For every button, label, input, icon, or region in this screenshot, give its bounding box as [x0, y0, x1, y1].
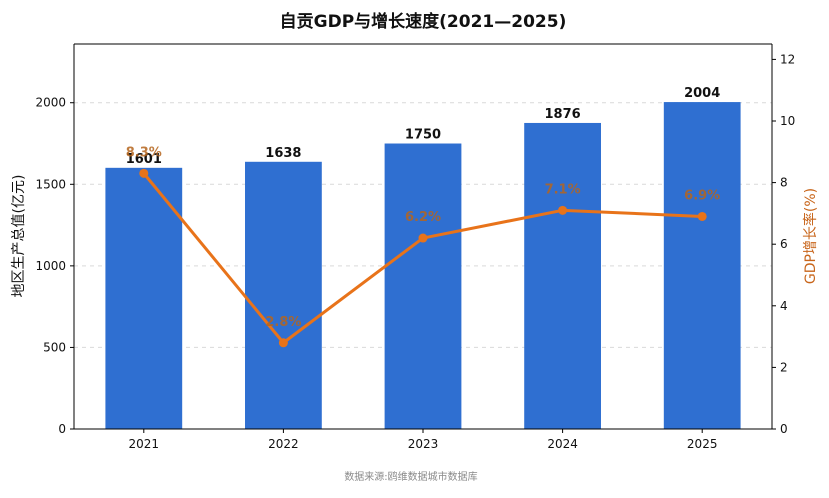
growth-value-label: 6.2%: [405, 210, 441, 225]
bar-value-label: 2004: [684, 86, 720, 101]
axes: 0 500 1000 1500 2000 0 2 4 6 8 10 12 2021 2022 2023 202…: [35, 43, 795, 451]
y2-tick-label: 0: [780, 422, 788, 436]
y2-tick-label: 10: [780, 114, 795, 128]
bar-value-label: 1601: [126, 152, 162, 167]
bar-2024: [524, 122, 601, 429]
y2-axis-label: GDP增长率(%): [802, 188, 819, 284]
growth-value-label: 7.1%: [545, 182, 581, 197]
y-tick-label: 1000: [35, 259, 66, 273]
growth-point-2022: [278, 338, 288, 348]
x-tick-label: 2023: [408, 437, 439, 451]
y-tick-label: 1500: [35, 177, 66, 191]
bar-2021: [105, 167, 183, 429]
bar-value-label: 1876: [545, 107, 581, 122]
y2-tick-label: 8: [780, 176, 788, 190]
source-note: 数据来源:鸥维数据城市数据库: [344, 470, 477, 483]
line-series: [139, 168, 707, 348]
y2-tick-label: 12: [780, 52, 795, 66]
growth-point-2023: [418, 233, 428, 243]
y2-tick-label: 6: [780, 237, 788, 251]
growth-value-label: 8.3%: [126, 145, 162, 160]
growth-value-label: 6.9%: [684, 188, 720, 203]
y-axis-label: 地区生产总值(亿元): [11, 175, 27, 298]
bar-2025: [663, 102, 741, 430]
data-labels: 1601 1638 1750 1876 2004 8.3% 2.8% 6.2% 7.1% 6.9%: [126, 86, 721, 330]
growth-point-2021: [139, 168, 149, 178]
x-tick-label: 2024: [547, 437, 578, 451]
x-tick-label: 2025: [687, 437, 718, 451]
chart-title: 自贡GDP与增长速度(2021—2025): [280, 11, 567, 32]
y2-tick-label: 2: [780, 360, 788, 374]
growth-point-2025: [697, 211, 707, 221]
bar-2023: [384, 143, 462, 430]
y-tick-label: 0: [58, 422, 66, 436]
bar-value-label: 1638: [265, 146, 301, 161]
y-tick-label: 500: [43, 340, 66, 354]
x-tick-label: 2021: [129, 437, 160, 451]
y-tick-label: 2000: [35, 96, 66, 110]
growth-value-label: 2.8%: [265, 315, 301, 330]
bar-series: [105, 102, 741, 430]
y2-tick-label: 4: [780, 299, 788, 313]
bar-2022: [245, 161, 322, 429]
growth-point-2024: [558, 205, 568, 215]
bar-value-label: 1750: [405, 128, 441, 143]
x-tick-label: 2022: [268, 437, 299, 451]
